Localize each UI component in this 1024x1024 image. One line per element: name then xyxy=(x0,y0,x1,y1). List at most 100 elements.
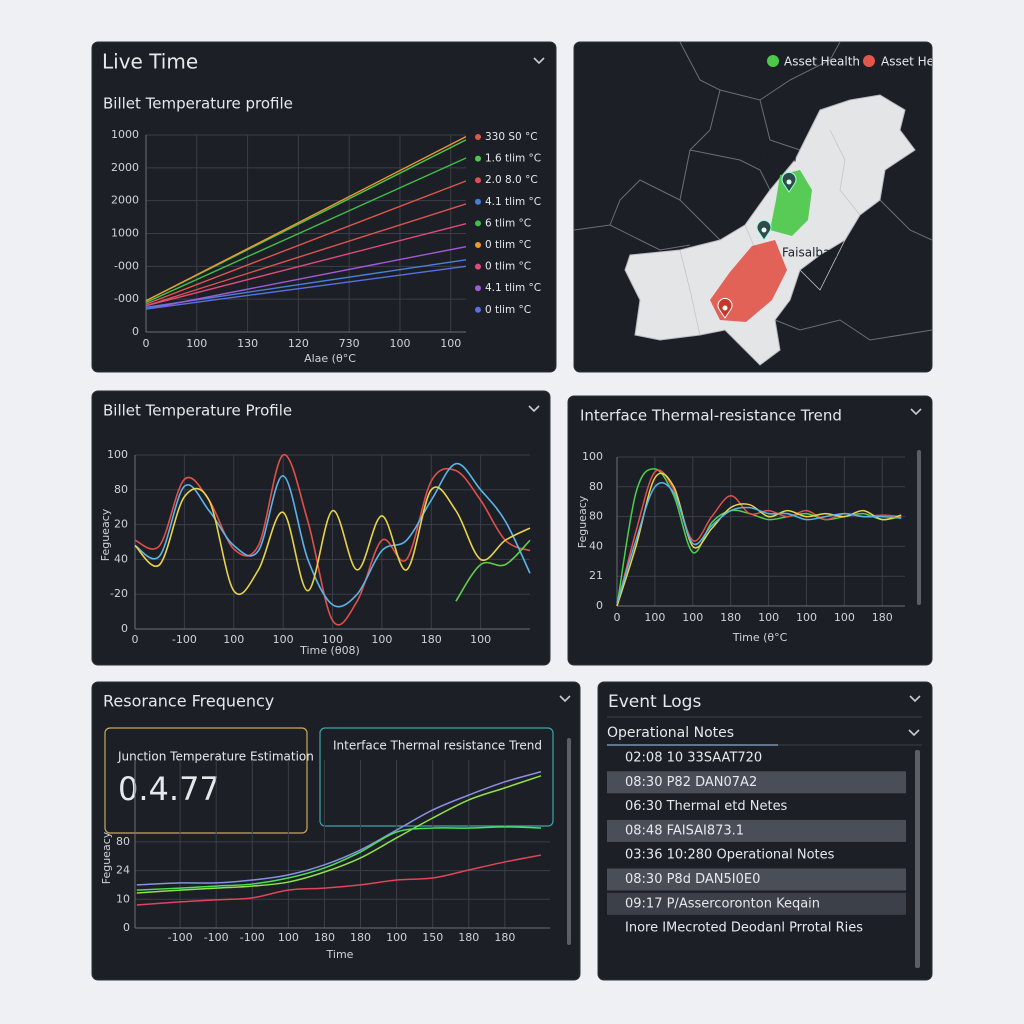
series-line xyxy=(136,826,542,891)
x-axis-title: Time (θ08) xyxy=(299,644,360,657)
collapse-chevron[interactable] xyxy=(910,408,922,416)
map-pin[interactable] xyxy=(781,171,797,193)
y-axis-title: Fegueacy xyxy=(99,508,112,561)
event-log-row[interactable]: 08:30 P82 DAN07A2 xyxy=(625,775,757,790)
legend-marker xyxy=(767,55,779,67)
y-tick-label: 10 xyxy=(116,892,130,905)
x-tick-label: 100 xyxy=(386,931,407,944)
x-tick-label: -100 xyxy=(168,931,193,944)
map: Pakioran Faisalbad Asset Health Asset He xyxy=(574,42,932,366)
x-tick-label: 180 xyxy=(872,611,893,624)
scrollbar[interactable] xyxy=(567,738,571,945)
series-line xyxy=(134,462,531,608)
event-log-row[interactable]: 09:17 P/Assercoronton Keqain xyxy=(625,896,820,911)
panel-title: Live Time xyxy=(102,50,198,74)
y-tick-label: 2000 xyxy=(111,161,139,174)
x-tick-label: 180 xyxy=(720,611,741,624)
series-line xyxy=(136,854,542,906)
kpi-card xyxy=(104,727,308,834)
collapse-chevron[interactable] xyxy=(533,57,545,65)
dropdown-chevron[interactable] xyxy=(908,729,920,737)
panel-title: Event Logs xyxy=(608,692,701,712)
x-axis-title: Alae (θ°C xyxy=(304,352,356,365)
map-label: Pakioran xyxy=(745,151,797,165)
x-tick-label: 100 xyxy=(278,931,299,944)
legend-marker xyxy=(475,155,481,162)
x-tick-label: 100 xyxy=(273,633,294,646)
x-tick-label: 100 xyxy=(322,633,343,646)
x-tick-label: 100 xyxy=(758,611,779,624)
legend-marker xyxy=(475,306,481,313)
y-tick-label: 0 xyxy=(123,921,130,934)
map-pin[interactable] xyxy=(717,297,733,319)
scrollbar[interactable] xyxy=(917,450,921,605)
y-tick-label: 0 xyxy=(596,599,603,612)
card-title: Junction Temperature Estimation xyxy=(117,750,314,764)
y-tick-label: 80 xyxy=(114,483,128,496)
y-tick-label: 100 xyxy=(582,450,603,463)
series-line xyxy=(455,539,531,602)
series-line xyxy=(616,481,902,604)
y-tick-label: 0 xyxy=(132,325,139,338)
legend-marker xyxy=(475,242,481,248)
x-tick-label: 100 xyxy=(470,633,491,646)
y-axis-title: Fegueacy xyxy=(576,495,589,548)
x-tick-label: 180 xyxy=(421,633,442,646)
filter-dropdown[interactable]: Operational Notes xyxy=(607,725,734,741)
x-tick-label: 100 xyxy=(682,611,703,624)
card-value: 0.4.77 xyxy=(118,770,220,808)
y-tick-label: 21 xyxy=(589,569,603,582)
legend-label: 0 tlim °C xyxy=(485,261,531,273)
chart-title: Billet Temperature profile xyxy=(103,95,293,113)
x-axis-title: Time (θ°C xyxy=(732,631,788,644)
legend-label: 2.0 8.0 °C xyxy=(485,174,538,186)
scrollbar[interactable] xyxy=(915,750,920,968)
card-title: Interface Thermal resistance Trend xyxy=(333,739,542,753)
series-line xyxy=(145,157,467,304)
x-tick-label: 100 xyxy=(440,337,461,350)
x-tick-label: 100 xyxy=(834,611,855,624)
y-tick-label: 80 xyxy=(116,835,130,848)
row-highlight xyxy=(607,771,906,794)
y-tick-label: 100 xyxy=(107,448,128,461)
legend-label: 1.6 tlim °C xyxy=(485,153,541,165)
x-tick-label: 180 xyxy=(350,931,371,944)
series-line xyxy=(134,486,531,595)
event-log-row[interactable]: 02:08 10 33SAAT720 xyxy=(625,751,762,766)
map-label: Faisalbad xyxy=(782,246,838,260)
map-pin[interactable] xyxy=(756,219,772,241)
event-log-row[interactable]: Inore IMecroted Deodanl Prrotal Ries xyxy=(625,921,863,936)
panel xyxy=(567,395,933,666)
series-line xyxy=(145,265,467,310)
x-tick-label: -100 xyxy=(204,931,229,944)
event-log-row[interactable]: 08:48 FAISAI873.1 xyxy=(625,823,744,838)
y-tick-label: 1000 xyxy=(111,227,139,240)
legend-marker xyxy=(475,285,481,292)
x-tick-label: 120 xyxy=(288,337,309,350)
collapse-chevron[interactable] xyxy=(528,405,540,413)
series-line xyxy=(145,180,467,305)
row-highlight xyxy=(607,819,906,842)
event-log-row[interactable]: 06:30 Thermal etd Netes xyxy=(625,799,788,814)
y-tick-label: 0 xyxy=(121,622,128,635)
legend-label: 330 S0 °C xyxy=(485,131,538,143)
legend-label: 4.1 tlim °C xyxy=(485,282,541,294)
x-tick-label: 100 xyxy=(796,611,817,624)
region-healthy[interactable] xyxy=(770,170,812,236)
x-tick-label: 180 xyxy=(458,931,479,944)
legend-marker xyxy=(475,263,481,270)
series-line xyxy=(136,775,542,894)
panel xyxy=(91,390,551,666)
legend-label: 0 tlim °C xyxy=(485,239,531,251)
chart-title: Billet Temperature Profile xyxy=(103,402,292,420)
y-tick-label: 2000 xyxy=(111,194,139,207)
x-axis-title: Time xyxy=(326,948,354,961)
y-tick-label: 80 xyxy=(589,480,603,493)
series-line xyxy=(145,245,467,310)
x-tick-label: 730 xyxy=(339,337,360,350)
event-log-row[interactable]: 08:30 P8d DAN5I0E0 xyxy=(625,872,760,887)
x-tick-label: 0 xyxy=(143,337,150,350)
collapse-chevron[interactable] xyxy=(909,695,921,703)
collapse-chevron[interactable] xyxy=(559,695,571,703)
event-log-row[interactable]: 03:36 10:280 Operational Notes xyxy=(625,848,835,863)
